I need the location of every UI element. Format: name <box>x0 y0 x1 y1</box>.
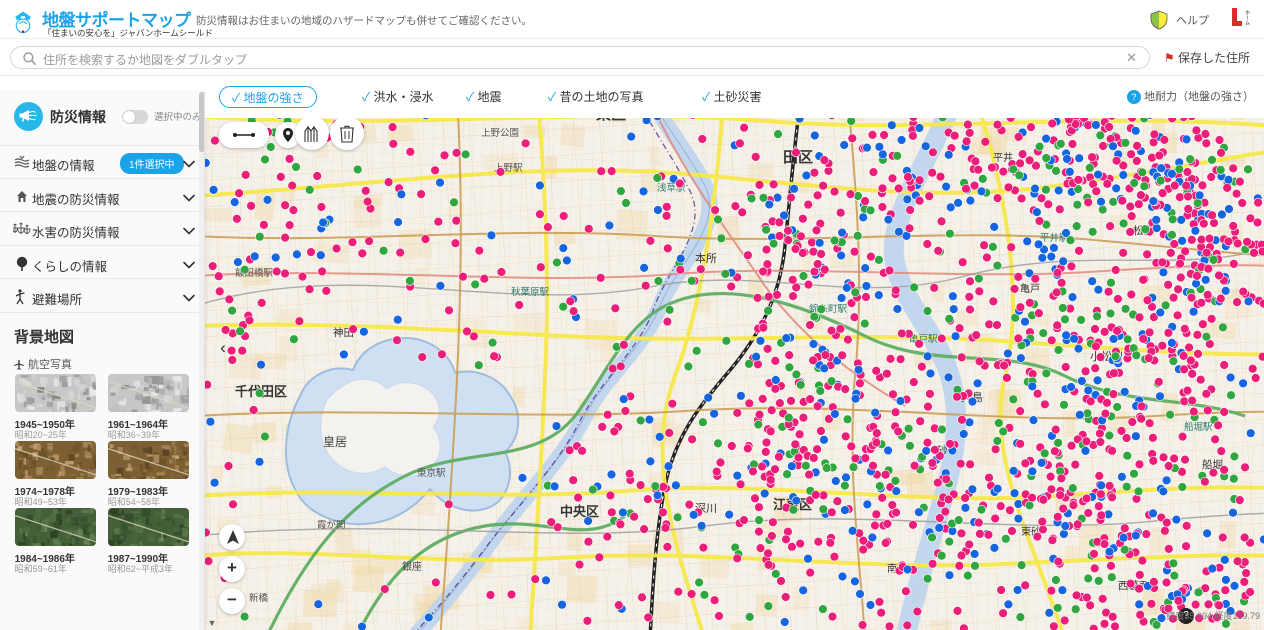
svg-text:船堀駅: 船堀駅 <box>1184 421 1213 433</box>
svg-text:中央区: 中央区 <box>560 504 599 519</box>
svg-text:本所: 本所 <box>695 251 717 265</box>
svg-text:秋葉原駅: 秋葉原駅 <box>511 286 550 298</box>
svg-text:亀戸: 亀戸 <box>1020 282 1040 295</box>
svg-text:新橋: 新橋 <box>249 592 269 604</box>
svg-text:皇居: 皇居 <box>323 435 347 449</box>
svg-text:霞が関: 霞が関 <box>317 519 346 531</box>
svg-text:東京駅: 東京駅 <box>417 467 446 479</box>
svg-text:銀座: 銀座 <box>402 560 422 573</box>
svg-text:上野公園: 上野公園 <box>481 128 519 139</box>
